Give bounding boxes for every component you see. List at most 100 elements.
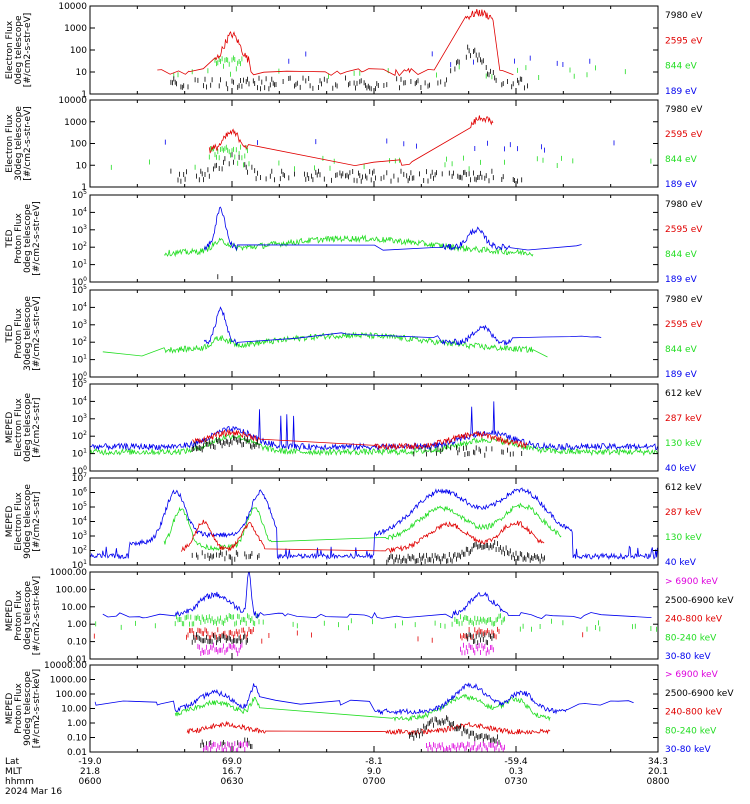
legend-entry: 30-80 keV xyxy=(665,652,711,662)
y-axis-label: Electron Flux xyxy=(14,398,24,457)
y-tick-label: 100 xyxy=(72,465,87,477)
y-tick-label: 105 xyxy=(72,284,87,296)
x-tick-mlt: 21.8 xyxy=(80,767,100,777)
legend-entry: 189 eV xyxy=(665,370,698,380)
series-blue xyxy=(94,682,634,716)
y-tick-label: 104 xyxy=(72,516,87,528)
series-red xyxy=(208,115,494,167)
y-tick-label: 101 xyxy=(72,448,87,460)
y-axis-label: TED xyxy=(5,229,15,248)
legend-entry: 844 eV xyxy=(665,155,698,165)
y-tick-label: 104 xyxy=(72,301,87,313)
y-axis-label: 30deg telescope xyxy=(23,296,33,371)
x-axis-row-label: Lat xyxy=(5,757,20,767)
y-tick-label: 0.10 xyxy=(67,734,87,744)
panel-frame xyxy=(89,383,659,472)
x-axis-row-label: hhmm xyxy=(5,777,34,787)
series-magenta xyxy=(197,642,494,657)
series-green xyxy=(163,234,534,258)
series-green xyxy=(95,613,657,632)
series-green xyxy=(163,502,562,552)
series-green xyxy=(173,55,626,80)
series-blue xyxy=(89,487,658,561)
legend-entry: 130 keV xyxy=(665,439,702,449)
y-tick-label: 102 xyxy=(72,430,87,442)
y-axis-label: Proton Flux xyxy=(14,213,24,264)
y-axis-label: 90deg telescope xyxy=(23,484,33,559)
y-axis-label: MEPED xyxy=(5,412,15,444)
x-axis-row-label: 2024 Mar 16 xyxy=(5,787,62,797)
y-tick-label: 1000.00 xyxy=(50,676,87,686)
legend-entry: 189 eV xyxy=(665,275,698,285)
y-axis-label: [#/cm2-s-str] xyxy=(32,397,42,457)
panel-6: 101 102 103 104 105 106 107 MEPED Electron Flux 9… xyxy=(5,472,702,571)
x-tick-mlt: 20.1 xyxy=(648,767,668,777)
panel-8: 0.01 0.10 1.00 10.00 100.00 1000.00 10000.00 ME… xyxy=(5,661,734,758)
legend-entry: 189 eV xyxy=(665,180,698,190)
x-tick-hhmm: 0730 xyxy=(505,777,528,787)
y-tick-label: 0.10 xyxy=(67,638,87,648)
y-axis-label: 30deg telescope xyxy=(14,106,24,181)
legend-entry: 287 keV xyxy=(665,508,702,518)
y-tick-label: 103 xyxy=(72,530,87,542)
y-axis-label: [#/cm2-s-str] xyxy=(32,491,42,551)
series-blue xyxy=(89,401,658,451)
legend-entry: 189 eV xyxy=(665,87,698,97)
legend-entry: 7980 eV xyxy=(665,295,703,305)
panel-frame xyxy=(89,99,659,188)
y-tick-label: 10.00 xyxy=(61,705,87,715)
x-tick-mlt: 9.0 xyxy=(367,767,382,777)
series-blue xyxy=(102,571,652,619)
y-axis-label: TED xyxy=(5,324,15,343)
series-green xyxy=(89,433,658,457)
x-tick-lat: -59.4 xyxy=(504,757,528,767)
y-tick-label: 1 xyxy=(81,183,87,193)
y-tick-label: 100 xyxy=(72,276,87,288)
legend-entry: 130 keV xyxy=(665,533,702,543)
x-tick-mlt: 16.7 xyxy=(222,767,242,777)
legend-entry: 844 eV xyxy=(665,62,698,72)
x-tick-lat: 34.3 xyxy=(648,757,668,767)
legend-entry: 2500-6900 keV xyxy=(665,689,734,699)
series-blue xyxy=(203,206,582,252)
legend-entry: 30-80 keV xyxy=(665,745,711,755)
x-tick-hhmm: 0630 xyxy=(221,777,244,787)
y-tick-label: 1000 xyxy=(64,118,87,128)
y-axis-label: MEPED xyxy=(5,506,15,538)
series-red xyxy=(192,428,528,451)
y-tick-label: 1 xyxy=(81,90,87,100)
x-tick-lat: -19.0 xyxy=(78,757,102,767)
series-red xyxy=(180,519,545,554)
y-tick-label: 10000 xyxy=(58,2,87,12)
panel-1: 1 10 100 1000 10000 Electron Flux 0deg telesco… xyxy=(5,2,703,100)
y-axis-label: 0deg telescope xyxy=(23,581,33,651)
y-tick-label: 10 xyxy=(76,68,88,78)
x-axis-row-label: MLT xyxy=(5,767,23,777)
y-tick-label: 100 xyxy=(72,371,87,383)
y-axis-label: MEPED xyxy=(5,600,15,632)
y-tick-label: 103 xyxy=(72,319,87,331)
y-axis-label: Electron Flux xyxy=(5,114,15,173)
panel-frame xyxy=(89,194,659,283)
series-red xyxy=(93,626,584,644)
y-tick-label: 106 xyxy=(72,487,87,499)
y-tick-label: 10 xyxy=(76,161,88,171)
y-axis-label: [#/cm2-s-str-eV] xyxy=(32,201,42,276)
y-axis-label: 0deg telescope xyxy=(14,15,24,85)
panel-5: 100 101 102 103 104 105 MEPED Electron Flux 0deg… xyxy=(5,378,702,477)
series-red xyxy=(157,9,514,77)
y-tick-label: 103 xyxy=(72,224,87,236)
series-blue xyxy=(203,306,602,347)
legend-entry: 7980 eV xyxy=(665,105,703,115)
y-tick-label: 101 xyxy=(72,259,87,271)
y-tick-label: 1.00 xyxy=(67,620,87,630)
y-axis-label: Electron Flux xyxy=(5,20,15,79)
legend-entry: 287 keV xyxy=(665,414,702,424)
panel-3: 100 101 102 103 104 105 TED Proton Flux 0deg tel… xyxy=(5,189,703,288)
series-green xyxy=(174,693,551,722)
y-axis-label: MEPED xyxy=(5,693,15,725)
series-black xyxy=(170,44,528,92)
series-red xyxy=(186,720,551,736)
